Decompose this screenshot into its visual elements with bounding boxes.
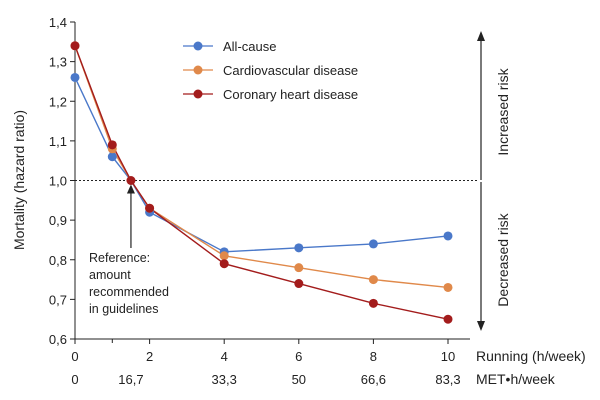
decreased-risk-label: Decreased risk [495,212,511,306]
x-tick-label-running: 4 [221,349,228,364]
risk-indicator: Increased risk Decreased risk [477,31,511,331]
annotation-line-3: recommended [89,285,169,299]
data-point [70,41,80,51]
legend-label: Coronary heart disease [223,87,358,102]
x-tick-label-met: 16,7 [118,372,143,387]
annotation-line-2: amount [89,268,131,282]
reference-annotation: Reference: amount recommended in guideli… [89,184,169,316]
data-point [443,231,453,241]
y-tick-label: 1,2 [49,94,67,109]
y-tick-label: 1,0 [49,174,67,189]
legend-label: Cardiovascular disease [223,63,358,78]
data-point [107,152,117,162]
x-tick-label-running: 8 [370,349,377,364]
data-point [219,251,229,261]
y-tick-label: 0,8 [49,253,67,268]
x-tick-label-met: 50 [292,372,306,387]
increased-risk-label: Increased risk [495,67,511,155]
data-point [219,259,229,269]
annotation-line-1: Reference: [89,251,150,265]
data-point [107,140,117,150]
decreased-risk-arrowhead [477,321,485,331]
legend-label: All-cause [223,39,276,54]
x-axis-label-met: MET•h/week [476,371,556,387]
data-point [443,282,453,292]
y-tick-label: 0,9 [49,213,67,228]
x-axis-label-running: Running (h/week) [476,348,586,364]
y-tick-label: 1,3 [49,55,67,70]
y-tick-label: 0,7 [49,292,67,307]
y-tick-label: 0,6 [49,332,67,347]
legend-item-all-cause: All-cause [183,39,276,54]
y-tick-label: 1,4 [49,15,67,30]
x-tick-label-met: 83,3 [435,372,460,387]
legend: All-cause Cardiovascular disease Coronar… [183,39,358,102]
data-point [443,314,453,324]
data-point [294,279,304,289]
reference-arrow-head [126,184,135,194]
x-tick-label-met: 33,3 [212,372,237,387]
x-tick-label-met: 66,6 [361,372,386,387]
data-point [145,203,155,213]
increased-risk-arrowhead [477,31,485,41]
x-tick-label-running: 10 [441,349,455,364]
data-point [70,72,80,82]
x-tick-label-running: 6 [295,349,302,364]
legend-item-coronary: Coronary heart disease [183,87,358,102]
x-tick-label-met: 0 [71,372,78,387]
annotation-line-4: in guidelines [89,302,159,316]
data-point [368,275,378,285]
x-tick-label-running: 2 [146,349,153,364]
y-axis-label: Mortality (hazard ratio) [11,110,27,250]
data-point [294,263,304,273]
data-point [368,298,378,308]
data-point [294,243,304,253]
legend-item-cardiovascular: Cardiovascular disease [183,63,358,78]
y-tick-label: 1,1 [49,134,67,149]
reference-point [126,176,136,185]
x-tick-label-running: 0 [71,349,78,364]
data-point [368,239,378,249]
